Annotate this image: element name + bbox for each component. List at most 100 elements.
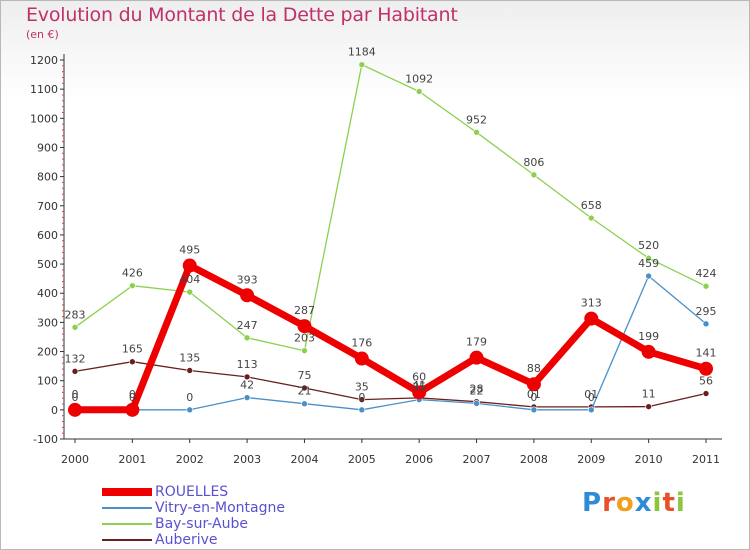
data-point (584, 311, 599, 326)
data-label: 426 (122, 267, 143, 280)
legend: ROUELLES Vitry-en-Montagne Bay-sur-Aube Aub… (102, 484, 402, 548)
data-label: 0 (588, 391, 595, 404)
data-label: 404 (179, 273, 200, 286)
logo-letter: t (662, 488, 676, 518)
legend-swatch (102, 523, 152, 525)
x-tick-label: 2006 (405, 453, 433, 466)
logo-letter: r (602, 488, 616, 518)
legend-item: Auberive (102, 532, 402, 548)
data-label: 0 (530, 391, 537, 404)
legend-label: ROUELLES (155, 484, 229, 500)
data-label: 22 (470, 384, 484, 397)
legend-item: Bay-sur-Aube (102, 516, 402, 532)
series-line-rouelles (71, 262, 710, 414)
data-point (526, 377, 541, 392)
data-point (469, 350, 484, 365)
data-point (243, 373, 251, 381)
data-label: 0 (358, 391, 365, 404)
y-tick-label: 900 (37, 141, 58, 154)
data-label: 203 (294, 332, 315, 345)
y-tick-label: 200 (37, 346, 58, 359)
data-point (358, 61, 366, 68)
y-tick-label: 300 (37, 316, 58, 329)
legend-label: Vitry-en-Montagne (155, 500, 285, 516)
logo-letter: x (634, 488, 653, 518)
logo-letter: i (675, 488, 686, 518)
data-point (186, 367, 194, 374)
data-label: 247 (237, 319, 258, 332)
data-point (702, 282, 710, 290)
data-label: 1092 (405, 72, 433, 85)
data-point (641, 344, 656, 359)
legend-item: ROUELLES (102, 484, 402, 500)
y-tick-label: 400 (37, 287, 58, 300)
data-point (473, 129, 480, 136)
data-point (71, 368, 79, 375)
data-point (186, 288, 194, 296)
data-label: 283 (65, 308, 86, 321)
data-label: 132 (65, 352, 86, 365)
x-tick-label: 2010 (635, 453, 663, 466)
y-tick-label: 800 (37, 171, 58, 184)
data-label: 01 (527, 388, 541, 401)
y-tick-label: 700 (37, 200, 58, 213)
data-point (240, 288, 255, 303)
data-label: 459 (638, 257, 659, 270)
data-point (129, 282, 136, 289)
data-point (243, 334, 251, 342)
proxiti-logo: Proxiti (582, 488, 686, 518)
chart-title: Evolution du Montant de la Dette par Hab… (26, 4, 458, 26)
data-label: 135 (179, 351, 200, 364)
data-point (473, 400, 480, 407)
data-point (530, 406, 538, 414)
y-tick-label: 500 (37, 258, 58, 271)
legend-item: Vitry-en-Montagne (102, 500, 402, 516)
x-tick-label: 2003 (233, 453, 261, 466)
data-label: 952 (466, 113, 487, 126)
data-point (587, 406, 595, 414)
data-label: 75 (297, 369, 311, 382)
data-point (699, 361, 713, 376)
y-tick-label: 600 (37, 229, 58, 242)
data-label: 295 (696, 305, 717, 318)
data-point (301, 384, 308, 392)
data-label: 165 (122, 343, 143, 356)
data-label: 1184 (348, 46, 376, 59)
x-tick-label: 2001 (118, 453, 146, 466)
data-point (702, 390, 710, 397)
data-point (354, 351, 369, 366)
data-point (587, 214, 595, 222)
data-point (645, 272, 652, 280)
y-tick-label: 1000 (30, 112, 58, 125)
x-tick-label: 2009 (577, 453, 605, 466)
data-point (297, 319, 312, 334)
data-label: 393 (237, 273, 258, 286)
data-label: 0 (129, 391, 136, 404)
data-point (68, 402, 82, 417)
data-label: 199 (638, 330, 659, 343)
data-label: 495 (179, 244, 200, 257)
data-label: 56 (699, 375, 713, 388)
data-label: 11 (642, 388, 656, 401)
data-label: 42 (240, 379, 254, 392)
data-label: 313 (581, 297, 602, 310)
data-point (412, 385, 427, 400)
series-line-vitry-en-montagne (74, 275, 707, 411)
data-point (645, 254, 652, 262)
data-point (301, 400, 308, 408)
data-label: 35 (355, 381, 369, 394)
legend-label: Auberive (155, 532, 218, 548)
data-label: 0 (186, 391, 193, 404)
data-point (645, 403, 652, 410)
x-tick-label: 2004 (290, 453, 318, 466)
legend-swatch (102, 507, 152, 509)
x-tick-label: 2002 (176, 453, 204, 466)
y-tick-label: 1100 (30, 83, 58, 96)
data-point (182, 258, 197, 273)
logo-letter: i (652, 488, 663, 518)
data-label: 658 (581, 199, 602, 212)
data-label: 35 (412, 381, 426, 394)
data-point (702, 320, 710, 328)
data-label: 176 (351, 337, 372, 350)
